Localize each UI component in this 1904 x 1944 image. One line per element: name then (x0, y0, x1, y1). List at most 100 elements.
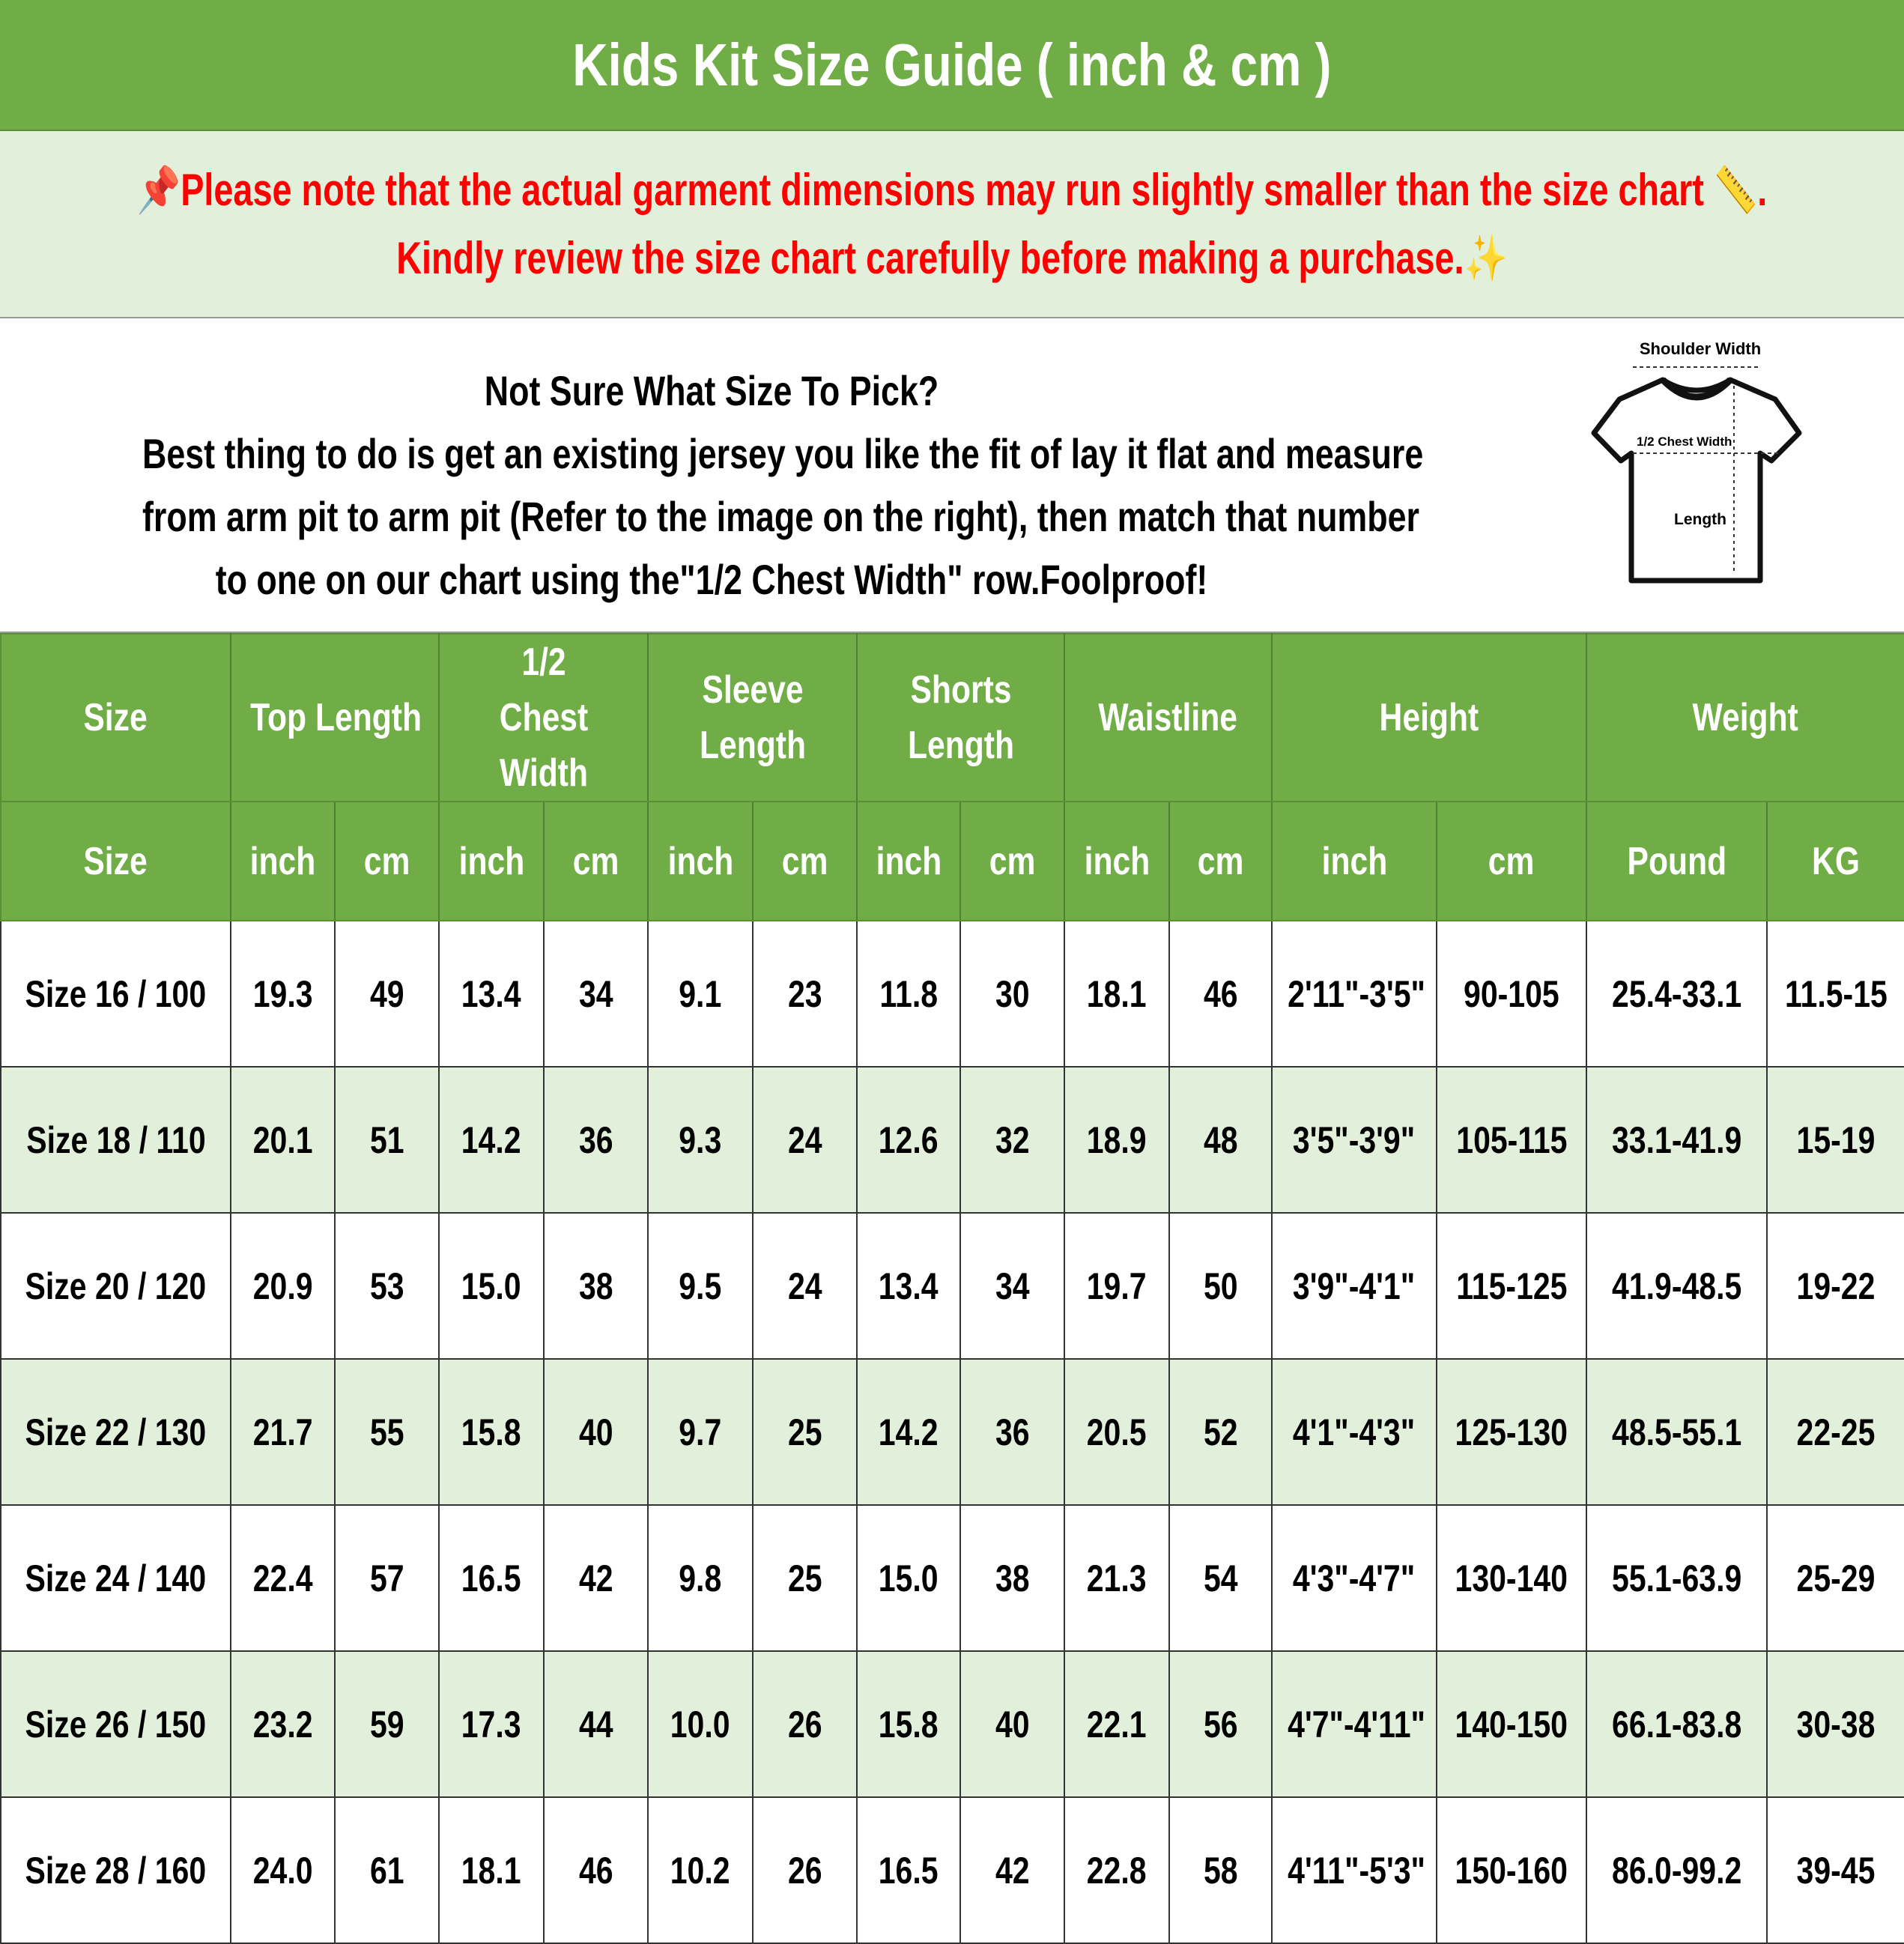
table-cell: 61 (333, 1796, 440, 1944)
cell-value: 21.7 (252, 1411, 313, 1453)
table-cell: 4'3"-4'7" (1271, 1504, 1438, 1652)
table-row: Size 28 / 160 24.0 61 18.1 46 10.2 26 16.5 42 22.… (0, 1796, 1904, 1944)
cell-value: 40 (995, 1703, 1030, 1745)
cell-value: 19.3 (252, 972, 313, 1015)
header-text: Top Length (250, 696, 422, 739)
cell-value: 22.8 (1087, 1849, 1147, 1892)
table-cell: 57 (333, 1504, 440, 1652)
cell-value: 44 (578, 1703, 613, 1745)
cell-value: 20.5 (1087, 1411, 1147, 1453)
table-cell: 33.1-41.9 (1586, 1066, 1768, 1214)
cell-value: 25 (787, 1411, 822, 1453)
table-cell: 46 (1168, 920, 1273, 1068)
column-group-header: Weight (1586, 633, 1904, 802)
table-cell: 26 (752, 1796, 858, 1944)
unit-text: KG (1812, 839, 1861, 883)
unit-header: Size (0, 801, 231, 921)
table-row: Size 22 / 130 21.7 55 15.8 40 9.7 25 14.2 36 20.5… (0, 1358, 1904, 1506)
tshirt-diagram: Shoulder Width 1/2 Chest Width Length (1591, 339, 1802, 584)
unit-header: KG (1766, 801, 1904, 921)
table-row: Size 16 / 100 19.3 49 13.4 34 9.1 23 11.8 30 18.1… (0, 920, 1904, 1068)
table-cell: 9.7 (647, 1358, 754, 1506)
header-text: Shorts Length (907, 668, 1014, 767)
table-row: Size 18 / 110 20.1 51 14.2 36 9.3 24 12.6 32 18.9… (0, 1066, 1904, 1214)
table-cell: 42 (959, 1796, 1066, 1944)
cell-value: 38 (995, 1557, 1030, 1599)
table-cell: 54 (1168, 1504, 1273, 1652)
table-cell: 22.8 (1064, 1796, 1171, 1944)
cell-value: 33.1-41.9 (1611, 1118, 1742, 1161)
table-cell: Size 16 / 100 (0, 920, 231, 1068)
table-cell: 19.7 (1064, 1212, 1171, 1360)
title-text: Kids Kit Size Guide ( inch & cm ) (572, 31, 1332, 98)
cell-value: 61 (369, 1849, 404, 1892)
table-cell: 49 (333, 920, 440, 1068)
cell-value: 13.4 (879, 1265, 939, 1307)
column-group-header: 1/2 Chest Width (438, 633, 649, 802)
table-row: Size 20 / 120 20.9 53 15.0 38 9.5 24 13.4 34 19.7… (0, 1212, 1904, 1360)
info-line: to one on our chart using the"1/2 Chest … (215, 556, 1208, 603)
table-cell: 3'9"-4'1" (1271, 1212, 1438, 1360)
table-cell: 25 (752, 1358, 858, 1506)
cell-value: 40 (578, 1411, 613, 1453)
table-cell: 14.2 (856, 1358, 962, 1506)
unit-header: inch (1064, 801, 1171, 921)
table-cell: 25-29 (1766, 1504, 1904, 1652)
table-cell: 26 (752, 1650, 858, 1798)
cell-value: 18.1 (1087, 972, 1147, 1015)
cell-value: 25.4-33.1 (1611, 972, 1742, 1015)
table-cell: 39-45 (1766, 1796, 1904, 1944)
table-cell: 18.1 (438, 1796, 545, 1944)
table-cell: 59 (333, 1650, 440, 1798)
table-cell: 38 (543, 1212, 649, 1360)
cell-value: 56 (1203, 1703, 1238, 1745)
cell-value: 36 (578, 1118, 613, 1161)
table-cell: 11.8 (856, 920, 962, 1068)
table-cell: 25.4-33.1 (1586, 920, 1768, 1068)
cell-value: 9.5 (679, 1265, 722, 1307)
cell-value: 34 (995, 1265, 1030, 1307)
table-cell: 4'1"-4'3" (1271, 1358, 1438, 1506)
cell-value: 17.3 (461, 1703, 521, 1745)
table-cell: 12.6 (856, 1066, 962, 1214)
table-cell: Size 20 / 120 (0, 1212, 231, 1360)
table-cell: 19.3 (230, 920, 336, 1068)
chest-width-label: 1/2 Chest Width (1637, 434, 1732, 449)
unit-text: Size (83, 839, 148, 883)
header-text: Weight (1692, 696, 1799, 739)
cell-value: 18.1 (461, 1849, 521, 1892)
cell-value: 150-160 (1455, 1849, 1568, 1892)
info-line: from arm pit to arm pit (Refer to the im… (142, 493, 1419, 540)
table-cell: 55.1-63.9 (1586, 1504, 1768, 1652)
info-section: Not Sure What Size To Pick? Best thing t… (0, 318, 1904, 633)
cell-value: 9.7 (679, 1411, 722, 1453)
cell-value: 24 (787, 1118, 822, 1161)
cell-value: 4'3"-4'7" (1293, 1557, 1416, 1599)
unit-header: cm (752, 801, 858, 921)
table-cell: 46 (543, 1796, 649, 1944)
cell-value: 9.3 (679, 1118, 722, 1161)
cell-value: Size 16 / 100 (25, 972, 207, 1015)
cell-value: 50 (1203, 1265, 1238, 1307)
cell-value: 53 (369, 1265, 404, 1307)
unit-header: inch (230, 801, 336, 921)
unit-text: inch (1084, 839, 1150, 883)
column-group-header: Height (1271, 633, 1588, 802)
cell-value: Size 20 / 120 (25, 1265, 207, 1307)
cell-value: 115-125 (1455, 1265, 1568, 1307)
table-cell: 38 (959, 1504, 1066, 1652)
cell-value: Size 24 / 140 (25, 1557, 207, 1599)
column-group-header: Size (0, 633, 231, 802)
cell-value: 46 (578, 1849, 613, 1892)
column-group-header: Sleeve Length (647, 633, 858, 802)
table-cell: 15.8 (438, 1358, 545, 1506)
cell-value: 22.4 (252, 1557, 313, 1599)
table-cell: 30-38 (1766, 1650, 1904, 1798)
table-cell: 9.5 (647, 1212, 754, 1360)
table-cell: 36 (543, 1066, 649, 1214)
table-cell: 10.0 (647, 1650, 754, 1798)
unit-text: cm (1488, 839, 1535, 883)
unit-header: cm (333, 801, 440, 921)
unit-text: cm (781, 839, 828, 883)
cell-value: 25-29 (1796, 1557, 1876, 1599)
